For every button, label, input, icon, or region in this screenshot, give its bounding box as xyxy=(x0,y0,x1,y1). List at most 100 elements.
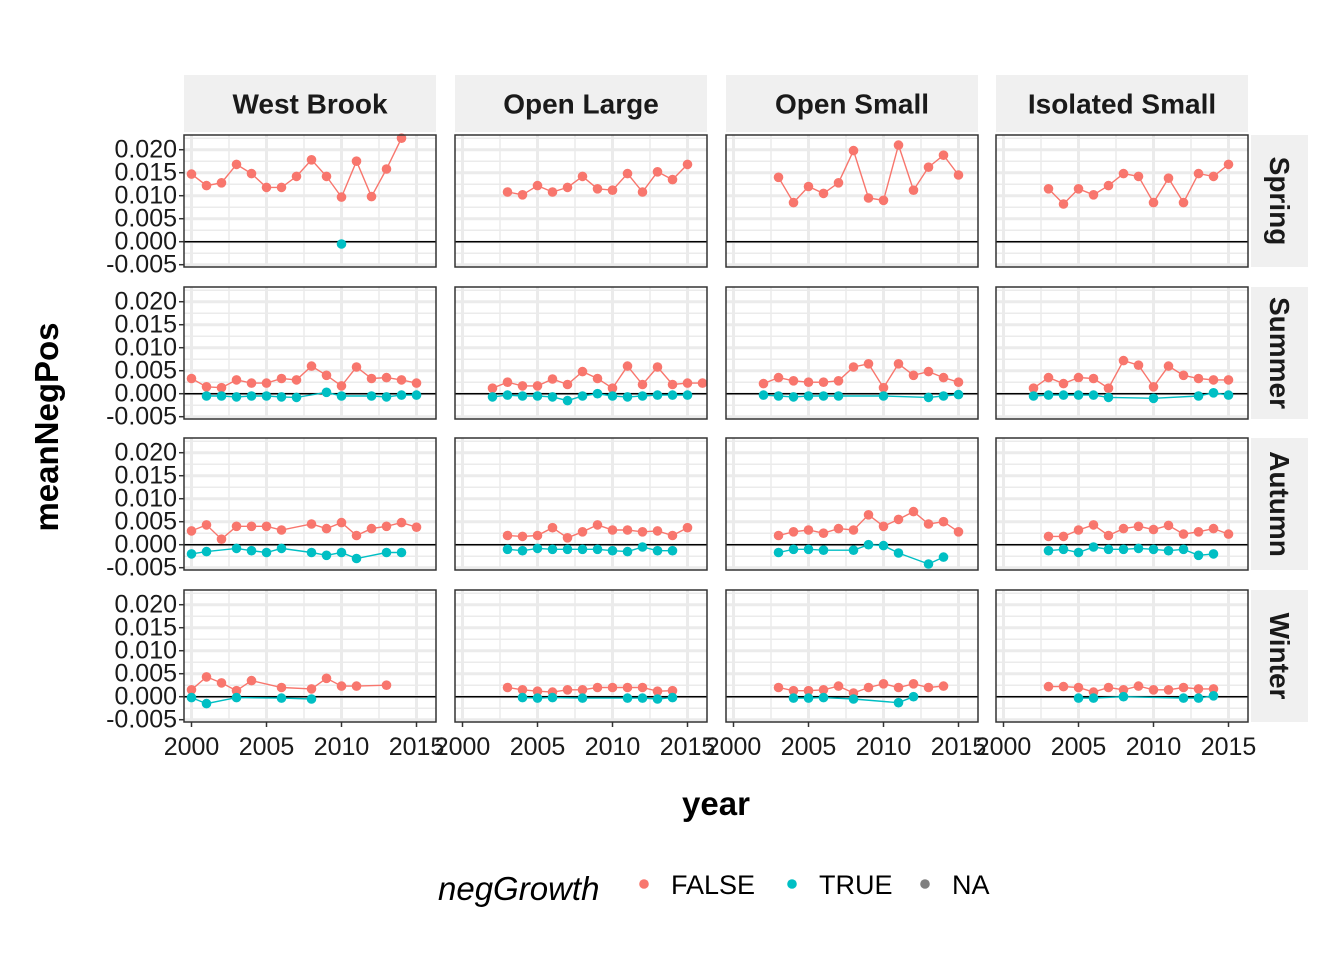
y-tick-label: -0.005 xyxy=(106,251,177,279)
panel-border xyxy=(995,437,1249,571)
data-point-false xyxy=(1058,681,1069,692)
data-point-true xyxy=(773,391,784,401)
data-point-false xyxy=(878,382,889,393)
data-point-false xyxy=(1208,523,1219,534)
series-line-true xyxy=(191,547,402,560)
data-point-true xyxy=(562,395,573,406)
data-point-false xyxy=(532,180,543,191)
data-point-true xyxy=(863,539,874,550)
data-point-false xyxy=(1148,685,1159,695)
data-point-true xyxy=(517,692,528,703)
y-tick-label: 0.015 xyxy=(114,159,177,187)
data-point-true xyxy=(577,693,588,703)
data-point-false xyxy=(818,377,829,388)
data-point-false xyxy=(923,519,934,529)
facet-strip-row xyxy=(1251,135,1308,267)
data-point-false xyxy=(1103,530,1114,541)
data-point-false xyxy=(351,530,362,541)
data-point-true xyxy=(1208,691,1219,701)
data-point-false xyxy=(818,528,829,538)
legend-key-true xyxy=(787,879,797,889)
data-point-false xyxy=(607,185,618,195)
data-point-false xyxy=(1223,375,1234,385)
data-point-false xyxy=(1163,173,1174,183)
data-point-true xyxy=(622,546,633,557)
data-point-true xyxy=(833,391,844,401)
data-point-true xyxy=(1118,691,1129,702)
data-point-false xyxy=(1178,370,1189,381)
data-point-true xyxy=(351,553,362,564)
data-point-false xyxy=(652,167,663,177)
data-point-true xyxy=(953,389,964,400)
data-point-false xyxy=(863,682,874,693)
panel-border xyxy=(725,589,979,723)
data-point-false xyxy=(381,372,392,383)
data-point-true xyxy=(788,693,799,703)
data-point-false xyxy=(517,685,528,695)
data-point-false xyxy=(577,527,588,537)
data-point-false xyxy=(848,362,859,372)
data-point-false xyxy=(1103,180,1114,191)
data-point-false xyxy=(758,378,769,389)
data-point-true xyxy=(637,693,648,703)
panel-autumn-open-small xyxy=(725,437,979,571)
data-point-false xyxy=(1073,372,1084,383)
data-point-false xyxy=(261,521,272,532)
data-point-false xyxy=(577,685,588,695)
data-point-false xyxy=(321,673,332,684)
data-point-false xyxy=(321,171,332,182)
data-point-false xyxy=(908,185,919,195)
panel-autumn-isolated-small xyxy=(995,437,1249,571)
data-point-true xyxy=(1223,390,1234,400)
data-point-false xyxy=(637,527,648,537)
legend-label-false: FALSE xyxy=(671,870,755,900)
data-point-false xyxy=(366,373,377,384)
y-tick-label: 0.015 xyxy=(114,462,177,490)
panel-winter-isolated-small xyxy=(995,589,1249,723)
data-point-false xyxy=(1208,171,1219,182)
data-point-false xyxy=(1148,197,1159,208)
data-point-false xyxy=(276,682,287,693)
data-point-true xyxy=(607,545,618,556)
data-point-true xyxy=(1073,693,1084,703)
data-point-true xyxy=(1043,390,1054,400)
facet-strip-column-label: Isolated Small xyxy=(1028,89,1216,120)
y-tick-label: -0.005 xyxy=(106,403,177,431)
panel-border xyxy=(183,589,437,723)
data-point-false xyxy=(1103,682,1114,693)
data-point-false xyxy=(893,682,904,693)
data-point-true xyxy=(1103,392,1114,403)
panel-winter-west-brook xyxy=(183,589,437,723)
legend-label-true: TRUE xyxy=(819,870,893,900)
data-point-true xyxy=(321,387,332,398)
data-point-true xyxy=(758,390,769,400)
y-tick-label: 0.005 xyxy=(114,508,177,536)
data-point-false xyxy=(1193,527,1204,537)
data-point-false xyxy=(682,159,693,170)
panel-background xyxy=(996,590,1248,722)
data-point-false xyxy=(1193,373,1204,384)
panel-background xyxy=(184,135,436,267)
data-point-false xyxy=(351,362,362,372)
data-point-false xyxy=(246,521,257,532)
data-point-true xyxy=(938,391,949,401)
data-point-true xyxy=(788,392,799,402)
data-point-false xyxy=(261,378,272,388)
data-point-false xyxy=(863,510,874,520)
data-point-false xyxy=(1193,684,1204,694)
data-point-false xyxy=(562,533,573,543)
y-tick-label: 0.000 xyxy=(114,683,177,711)
data-point-false xyxy=(547,522,558,533)
data-point-false xyxy=(938,150,949,160)
data-point-false xyxy=(938,516,949,527)
data-point-true xyxy=(1088,693,1099,703)
data-point-false xyxy=(818,685,829,695)
x-axis-title: year xyxy=(682,785,750,822)
data-point-false xyxy=(216,178,227,188)
data-point-true xyxy=(1058,544,1069,555)
data-point-true xyxy=(667,545,678,556)
data-point-true xyxy=(667,692,678,703)
panel-summer-open-large xyxy=(454,286,708,420)
panel-border xyxy=(995,134,1249,268)
data-point-true xyxy=(878,391,889,401)
